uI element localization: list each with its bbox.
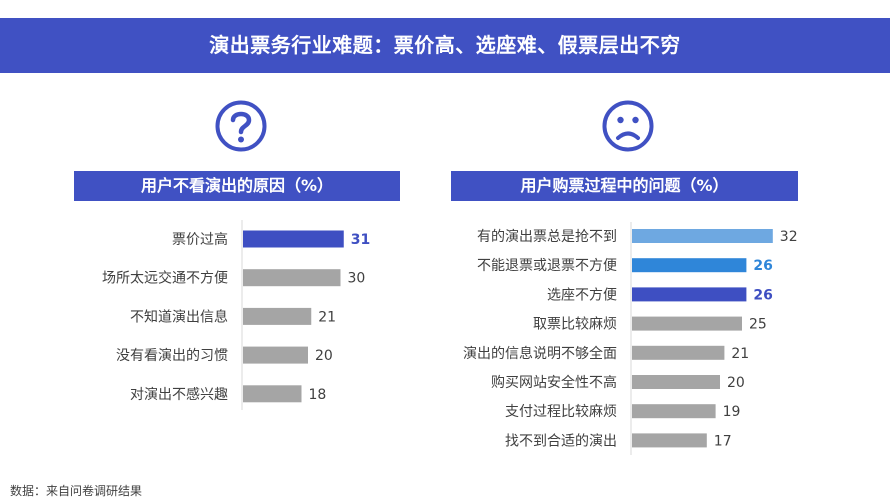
left-chart-title-text: 用户不看演出的原因（%） <box>140 176 334 195</box>
left-value-label: 31 <box>351 232 370 248</box>
right-bar <box>632 375 720 389</box>
left-bar <box>243 269 341 287</box>
header-banner: 演出票务行业难题：票价高、选座难、假票层出不穷 <box>0 18 890 73</box>
right-category-label: 购买网站安全性不高 <box>491 374 617 391</box>
left-value-label: 20 <box>315 348 333 364</box>
left-value-label: 21 <box>318 309 336 325</box>
left-bar <box>243 307 312 325</box>
page-title: 演出票务行业难题：票价高、选座难、假票层出不穷 <box>209 33 681 57</box>
right-value-label: 17 <box>714 433 732 449</box>
right-value-label: 26 <box>753 258 772 274</box>
right-category-label: 不能退票或退票不方便 <box>477 258 617 274</box>
right-chart-title: 用户购票过程中的问题（%） <box>451 171 798 201</box>
right-bar <box>632 345 725 360</box>
right-chart-title-text: 用户购票过程中的问题（%） <box>520 176 729 195</box>
left-bar <box>243 385 302 403</box>
right-bar <box>632 433 707 448</box>
right-value-label: 26 <box>753 287 772 303</box>
right-category-label: 演出的信息说明不够全面 <box>463 345 617 362</box>
left-category-label: 没有看演出的习惯 <box>116 347 228 364</box>
data-source-text: 数据：来自问卷调研结果 <box>10 484 143 498</box>
right-value-label: 32 <box>780 229 798 245</box>
right-category-label: 选座不方便 <box>547 287 617 303</box>
right-bar <box>632 287 747 302</box>
question-icon <box>215 100 267 152</box>
left-category-label: 票价过高 <box>172 231 228 248</box>
left-value-label: 18 <box>309 387 327 403</box>
left-bar <box>243 230 344 248</box>
sad-face-icon <box>602 100 654 152</box>
left-category-label: 不知道演出信息 <box>130 308 228 325</box>
right-value-label: 21 <box>731 346 749 362</box>
right-value-label: 25 <box>749 317 767 333</box>
right-bar <box>632 229 773 243</box>
right-bar <box>632 404 716 419</box>
left-value-label: 30 <box>348 271 366 287</box>
right-bar <box>632 316 742 331</box>
right-category-label: 找不到合适的演出 <box>505 433 617 449</box>
right-category-label: 取票比较麻烦 <box>533 317 617 333</box>
left-category-label: 对演出不感兴趣 <box>130 386 228 403</box>
left-bar <box>243 346 308 364</box>
right-bar <box>632 258 747 273</box>
right-value-label: 20 <box>727 375 745 391</box>
left-chart-title: 用户不看演出的原因（%） <box>74 171 400 201</box>
left-category-label: 场所太远交通不方便 <box>102 270 228 287</box>
right-value-label: 19 <box>723 404 741 420</box>
right-category-label: 有的演出票总是抢不到 <box>477 228 617 245</box>
right-category-label: 支付过程比较麻烦 <box>505 404 617 420</box>
data-source-note: 数据：来自问卷调研结果 <box>10 482 142 499</box>
